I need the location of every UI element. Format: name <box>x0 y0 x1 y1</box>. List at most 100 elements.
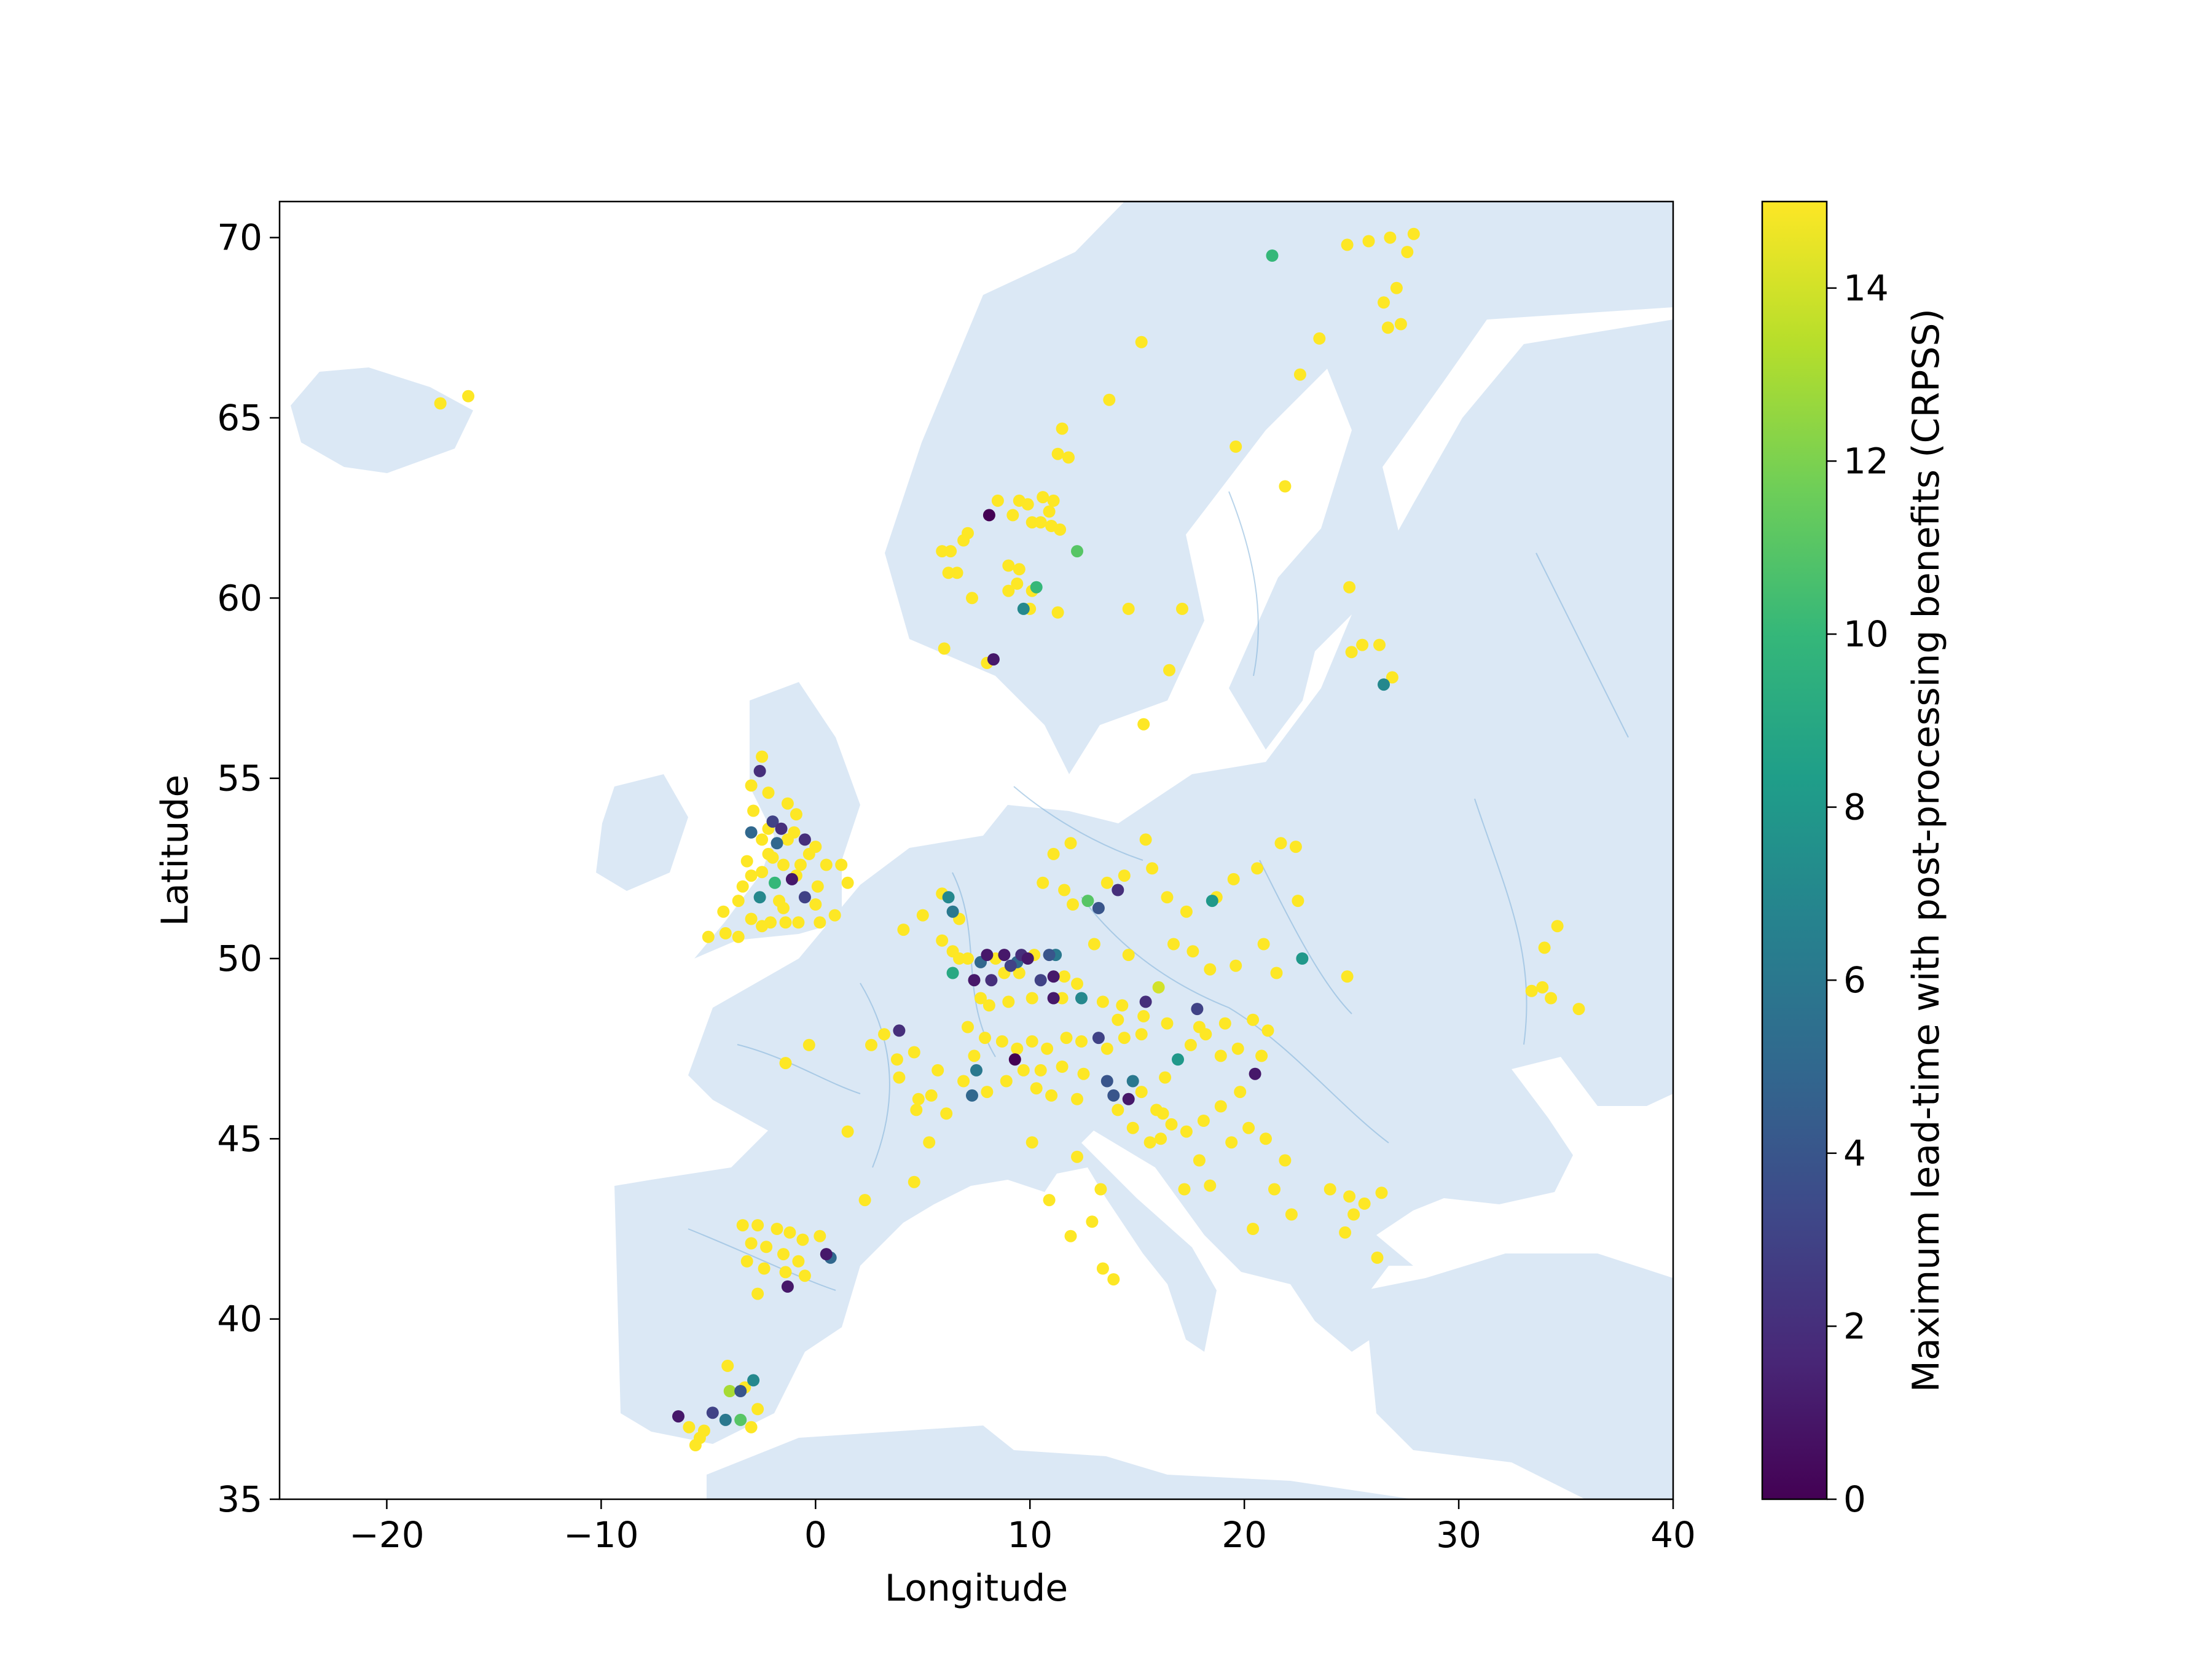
station-point <box>938 642 951 655</box>
station-point <box>1356 638 1369 651</box>
station-point <box>820 1248 833 1261</box>
station-point <box>745 869 758 882</box>
station-point <box>982 999 995 1012</box>
station-point <box>1094 1183 1107 1196</box>
station-point <box>1047 494 1060 507</box>
station-point <box>740 1255 753 1268</box>
y-tick-label: 45 <box>217 1118 262 1159</box>
station-point <box>1394 318 1407 331</box>
station-point <box>717 905 730 918</box>
station-point <box>719 927 732 939</box>
station-point <box>910 1104 923 1116</box>
station-point <box>1341 238 1354 251</box>
station-point <box>957 534 970 547</box>
station-point <box>1218 1017 1231 1030</box>
station-point <box>1279 1154 1292 1167</box>
station-point <box>1135 1086 1148 1099</box>
station-point <box>1026 1136 1038 1149</box>
colorbar-tick-label: 12 <box>1843 440 1889 482</box>
station-point <box>751 1403 764 1416</box>
station-point <box>1230 440 1242 453</box>
station-point <box>1139 833 1152 846</box>
y-tick-label: 35 <box>217 1478 262 1520</box>
station-point <box>1071 545 1083 558</box>
station-point <box>745 1421 758 1433</box>
station-point <box>769 876 781 889</box>
station-point <box>1047 970 1060 983</box>
station-point <box>753 891 766 904</box>
station-point <box>944 545 957 558</box>
station-point <box>811 880 824 893</box>
station-point <box>1037 491 1049 504</box>
station-point <box>734 1413 747 1426</box>
station-point <box>1257 938 1270 951</box>
station-point <box>1268 1183 1281 1196</box>
station-point <box>1186 945 1199 958</box>
station-point <box>771 1223 783 1235</box>
station-point <box>1137 1010 1150 1022</box>
station-point <box>998 949 1011 962</box>
station-point <box>779 916 792 929</box>
x-axis-label: Longitude <box>885 1567 1068 1610</box>
station-point <box>1021 952 1034 965</box>
station-point <box>794 858 807 871</box>
station-point <box>747 804 760 817</box>
station-point <box>1247 1223 1260 1235</box>
station-point <box>931 1064 944 1077</box>
x-tick-label: 0 <box>804 1514 827 1556</box>
station-point <box>841 876 854 889</box>
station-point <box>785 873 798 885</box>
station-point <box>1004 959 1017 972</box>
station-point <box>1096 995 1109 1008</box>
station-point <box>1204 963 1217 976</box>
station-point <box>1058 970 1071 983</box>
station-point <box>985 974 998 987</box>
x-tick-label: −10 <box>563 1514 638 1556</box>
station-point <box>1107 1273 1120 1286</box>
station-point <box>1137 718 1150 731</box>
station-point <box>1051 447 1064 460</box>
station-point <box>1172 1053 1184 1066</box>
station-point <box>962 1021 974 1033</box>
station-point <box>912 1092 925 1105</box>
station-point <box>1126 1121 1139 1134</box>
station-point <box>462 390 475 402</box>
station-point <box>734 1385 747 1397</box>
station-point <box>940 1107 953 1120</box>
station-point <box>1112 1013 1124 1026</box>
station-point <box>1234 1086 1247 1099</box>
station-point <box>1371 1251 1384 1264</box>
station-point <box>1026 516 1038 529</box>
station-point <box>878 1028 890 1041</box>
station-point <box>1043 949 1056 962</box>
station-point <box>1041 1042 1054 1055</box>
station-point <box>897 924 910 936</box>
colorbar-gradient <box>1762 202 1827 1499</box>
station-point <box>1270 967 1283 979</box>
station-point <box>697 1424 710 1437</box>
station-points <box>434 227 1585 1451</box>
colorbar-ticks: 0 2 4 6 8 10 12 14 <box>1827 267 1889 1520</box>
x-tick-label: 10 <box>1007 1514 1053 1556</box>
station-point <box>777 1248 790 1261</box>
station-point <box>923 1136 936 1149</box>
station-point <box>1107 1089 1120 1102</box>
station-point <box>1214 1049 1227 1062</box>
station-point <box>1525 984 1538 997</box>
station-point <box>893 1024 906 1037</box>
station-point <box>1159 1071 1172 1084</box>
station-point <box>936 934 949 947</box>
colorbar-tick-label: 2 <box>1843 1305 1866 1347</box>
station-point <box>1011 1042 1024 1055</box>
station-point <box>760 1241 773 1253</box>
station-point <box>1551 920 1564 933</box>
station-point <box>1071 1092 1083 1105</box>
station-point <box>1043 505 1056 518</box>
station-point <box>841 1125 854 1138</box>
station-point <box>777 858 790 871</box>
station-point <box>1231 1042 1244 1055</box>
station-point <box>1122 949 1135 962</box>
station-point <box>1071 1150 1083 1163</box>
station-point <box>781 833 794 846</box>
station-point <box>1034 516 1047 529</box>
